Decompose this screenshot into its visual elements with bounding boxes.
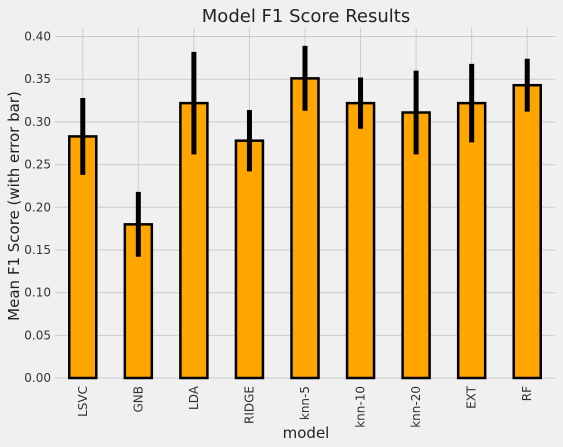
bar-knn-20: [401, 111, 431, 380]
x-tick-label: knn-20: [409, 386, 423, 428]
error-bars: [80, 45, 530, 257]
y-tick-label: 0.25: [24, 158, 51, 172]
x-tick-label: knn-10: [354, 386, 368, 428]
bar-knn-10: [345, 101, 376, 380]
y-tick-label: 0.35: [24, 72, 51, 86]
x-tick-label: LDA: [187, 385, 201, 410]
x-axis-title: model: [283, 424, 330, 442]
y-tick-label: 0.05: [24, 328, 51, 342]
x-tick-label: EXT: [465, 385, 479, 409]
chart-title: Model F1 Score Results: [202, 6, 410, 27]
y-tick-label: 0.40: [24, 30, 51, 44]
y-tick-label: 0.20: [24, 200, 51, 214]
x-tick-label: LSVC: [76, 386, 90, 417]
x-axis-ticks: LSVC GNB LDA RIDGE knn-5 knn-10 knn-20 EXT RF: [76, 385, 534, 428]
bar-ridge: [234, 139, 265, 380]
x-tick-label: RIDGE: [242, 386, 256, 424]
x-tick-label: GNB: [131, 386, 145, 413]
y-axis-title: Mean F1 Score (with error bar): [5, 91, 23, 321]
y-tick-label: 0.10: [24, 286, 51, 300]
y-axis-ticks: 0.00 0.05 0.10 0.15 0.20 0.25 0.30 0.35 0.40: [24, 30, 51, 385]
bar-knn-5: [290, 77, 320, 380]
x-tick-label: knn-5: [298, 386, 312, 420]
y-tick-label: 0.30: [24, 115, 51, 129]
x-tick-label: RF: [520, 386, 534, 401]
bar-rf: [512, 83, 542, 380]
y-tick-label: 0.00: [24, 371, 51, 385]
y-tick-label: 0.15: [24, 243, 51, 257]
bar-ext: [456, 101, 487, 380]
